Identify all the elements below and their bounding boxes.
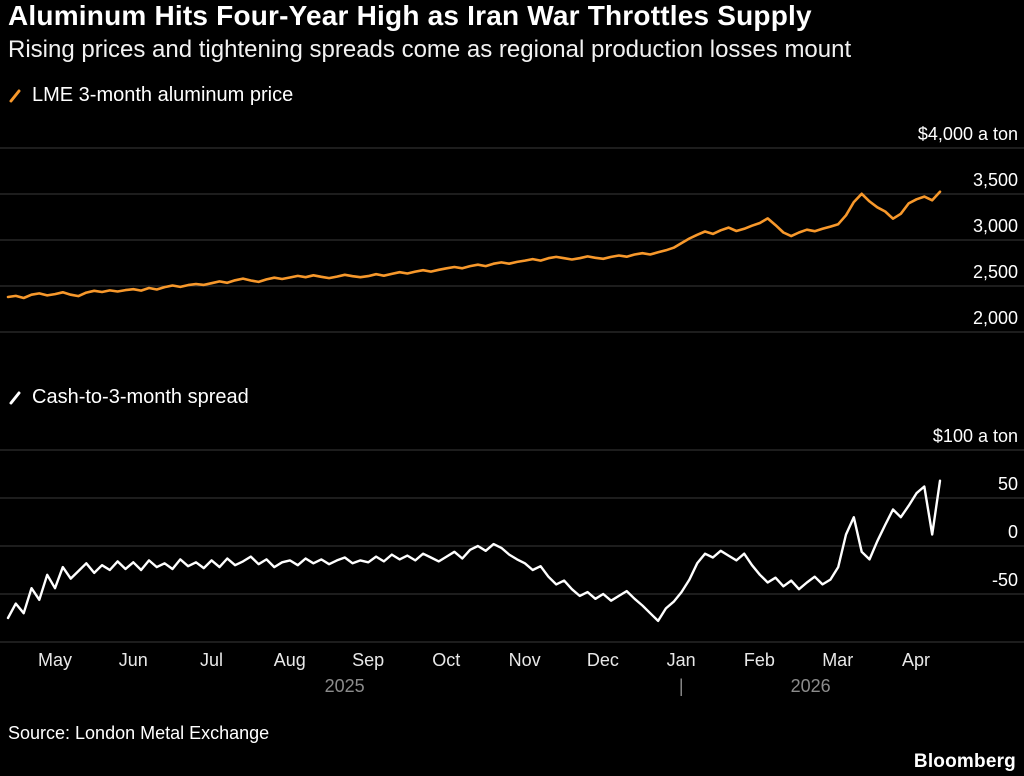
source-credit: Source: London Metal Exchange	[8, 723, 270, 743]
month-label: Jan	[666, 650, 696, 670]
page-subtitle: Rising prices and tightening spreads com…	[8, 36, 852, 63]
orange-slash-icon	[9, 89, 21, 102]
bloomberg-logo: Bloomberg	[913, 751, 1016, 772]
y-axis-label: 3,500	[973, 170, 1018, 190]
month-label: Sep	[352, 650, 385, 670]
spread-chart: $100 a ton 50 0 -50	[0, 426, 1024, 643]
legend-aluminum-price: LME 3-month aluminum price	[8, 84, 293, 107]
month-label: Jul	[199, 650, 224, 670]
white-slash-icon	[9, 391, 21, 404]
y-axis-label: 50	[998, 474, 1018, 494]
series-line	[6, 190, 942, 300]
month-label: Apr	[901, 650, 931, 670]
y-axis-label: 3,000	[973, 216, 1018, 236]
page-title: Aluminum Hits Four-Year High as Iran War…	[8, 0, 812, 31]
month-label: Nov	[508, 650, 541, 670]
legend-label-cash-spread: Cash-to-3-month spread	[32, 386, 249, 408]
legend-cash-spread: Cash-to-3-month spread	[8, 386, 249, 409]
year-separator: |	[678, 676, 684, 696]
month-label: Aug	[273, 650, 306, 670]
year-label: 2026	[790, 676, 831, 696]
month-label: Jun	[118, 650, 148, 670]
y-axis-label: 2,500	[973, 262, 1018, 282]
y-axis-label: 0	[1008, 522, 1018, 542]
series-line	[6, 479, 942, 623]
month-label: May	[37, 650, 73, 670]
y-axis-label: 2,000	[973, 308, 1018, 328]
month-label: Dec	[586, 650, 619, 670]
x-axis-years: 2025 | 2026	[0, 676, 1024, 698]
month-label: Oct	[432, 650, 461, 670]
x-axis-months: May Jun Jul Aug Sep Oct Nov Dec Jan Feb Mar Apr	[0, 650, 1024, 674]
legend-label-aluminum-price: LME 3-month aluminum price	[32, 84, 294, 106]
month-label: Mar	[822, 650, 854, 670]
y-axis-label: -50	[992, 570, 1018, 590]
y-axis-label: $4,000 a ton	[918, 124, 1018, 144]
price-chart: $4,000 a ton 3,500 3,000 2,500 2,000	[0, 124, 1024, 333]
year-label: 2025	[324, 676, 365, 696]
y-axis-label: $100 a ton	[933, 426, 1018, 446]
month-label: Feb	[743, 650, 775, 670]
